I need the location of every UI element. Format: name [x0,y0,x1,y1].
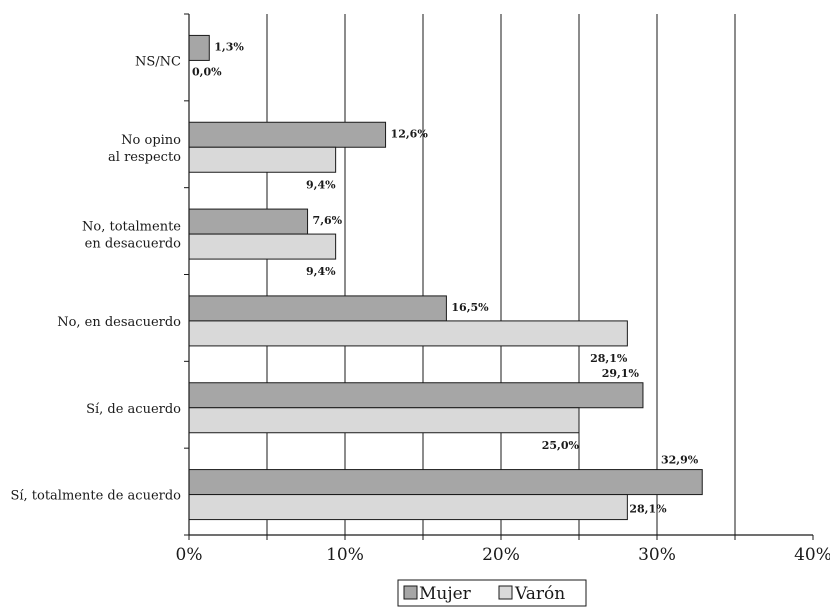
legend-swatch-mujer [403,585,418,600]
category-label: No opino al respecto [108,133,181,165]
legend-label-mujer: Mujer [419,584,472,604]
bars [188,34,703,521]
bar-mujer [188,469,703,496]
value-label-mujer: 16,5% [451,301,489,314]
value-labels: 1,3% 0,0% 12,6% 9,4% 7,6% 9,4% 16,5% 28,1% 29,1%… [192,40,699,515]
value-label-mujer: 32,9% [661,454,699,467]
value-label-varon: 0,0% [192,65,222,78]
bar-varon [188,320,628,347]
bar-mujer [188,208,309,235]
x-tick-label: 20% [482,545,520,565]
category-labels: NS/NC No opino al respecto No, totalmente en… [10,54,181,503]
value-label-varon: 9,4% [306,178,336,191]
x-tick-label: 40% [794,545,830,565]
category-label: Sí, totalmente de acuerdo [10,489,181,504]
value-label-mujer: 1,3% [214,40,244,53]
bar-mujer [188,34,210,61]
value-label-varon: 25,0% [542,439,580,452]
category-label: No, en desacuerdo [57,315,181,330]
legend-swatch-varon [498,585,513,600]
bar-varon [188,146,337,173]
x-tick-label: 30% [638,545,676,565]
bar-mujer [188,121,387,148]
legend-label-varon: Varón [514,584,565,604]
bar-mujer [188,295,447,322]
legend-box [397,579,587,607]
category-label: NS/NC [135,54,181,69]
bar-varon [188,494,628,521]
value-label-mujer: 7,6% [313,214,343,227]
x-tick-label: 0% [176,545,203,565]
bar-mujer [188,382,644,409]
value-label-mujer: 12,6% [391,127,429,140]
gridlines [266,14,736,535]
category-label: Sí, de acuerdo [86,402,181,417]
axes [184,13,814,540]
value-label-mujer: 29,1% [602,367,640,380]
value-label-varon: 28,1% [629,503,667,516]
bar-varon [188,407,580,434]
legend: Mujer Varón [397,579,587,607]
value-label-varon: 28,1% [590,352,628,365]
x-tick-label: 10% [326,545,364,565]
bar-varon [188,233,337,260]
category-label: No, totalmente en desacuerdo [82,220,181,252]
value-label-varon: 9,4% [306,265,336,278]
x-tick-labels: 0% 10% 20% 30% 40% [176,545,830,565]
